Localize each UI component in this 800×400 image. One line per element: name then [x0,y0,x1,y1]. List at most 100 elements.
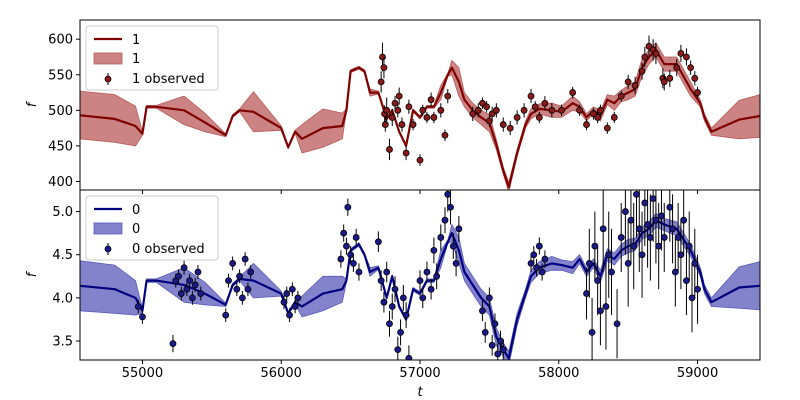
bottom-data-point [485,294,493,302]
bottom-data-point [691,259,699,267]
bottom-y-tick-label: 4.0 [52,291,73,306]
bottom-data-point [191,281,199,289]
bottom-data-point [180,264,188,272]
bottom-data-point [649,195,657,203]
bottom-data-point [399,294,407,302]
bottom-data-point [533,264,540,272]
bottom-data-point [247,268,255,276]
bottom-data-point [441,216,449,224]
bottom-data-point [494,350,502,358]
top-data-point [660,78,668,86]
top-data-point [694,89,701,96]
bottom-data-point [583,290,590,297]
bottom-data-point [427,285,435,293]
bottom-data-point [233,285,241,293]
top-data-point [531,103,539,111]
bottom-data-point [541,255,549,263]
bottom-data-point [139,313,146,321]
bottom-data-point [352,234,360,241]
top-data-point [430,114,438,121]
bottom-data-point [194,268,202,276]
top-data-point [576,106,583,114]
bottom-data-point [423,268,431,276]
top-data-point [395,92,403,100]
bottom-data-point [241,255,249,263]
top-data-point [583,121,590,128]
bottom-data-point [617,234,625,241]
bottom-x-tick-label: 59000 [677,366,718,381]
top-data-point [381,121,389,128]
bottom-data-point [641,199,649,207]
top-data-point [379,53,386,61]
bottom-data-point [660,234,668,241]
bottom-data-point [655,242,663,250]
top-legend-band-swatch [93,52,123,65]
bottom-data-point [479,307,486,315]
top-data-point [423,114,431,121]
bottom-data-point [455,225,463,233]
bottom-data-point [669,225,676,233]
bottom-data-point [646,234,654,241]
bottom-x-tick-label: 56000 [261,366,302,381]
top-legend-box [85,25,219,91]
bottom-data-point [491,320,499,328]
bottom-data-point [499,346,507,354]
top-panel: 400 450 500 550 600 f 1 1 1 observed [25,19,761,194]
bottom-data-point [244,285,252,293]
top-data-point [687,64,695,72]
bottom-data-point [340,229,348,237]
bottom-legend: 0 0 0 observed [85,195,219,261]
top-y-tick-label: 400 [48,175,73,190]
bottom-panel: 55000 56000 57000 58000 59000 3.5 4.0 4.5 5.0 f t 0… [25,189,761,400]
bottom-data-point [183,285,191,293]
bottom-legend-box [85,195,219,261]
bottom-data-point [197,290,205,297]
bottom-legend-label-observed: 0 observed [132,242,205,257]
bottom-data-point [280,298,288,306]
top-y-tick-label: 450 [48,139,73,154]
top-data-point [409,121,417,128]
bottom-plot-area [80,190,760,360]
bottom-data-point [377,277,385,285]
bottom-data-point [189,294,196,302]
top-data-point [597,106,604,114]
bottom-data-point [177,290,185,297]
top-data-point [469,110,477,118]
top-data-point [513,114,521,121]
bottom-data-point [344,203,352,211]
top-data-point [603,124,611,132]
bottom-x-axis-label: t [417,385,423,400]
bottom-data-point [430,247,438,254]
bottom-data-point [416,277,424,285]
bottom-data-point [186,277,194,285]
bottom-data-point [591,242,599,250]
top-data-point [520,106,528,114]
bottom-data-point [694,285,701,293]
top-data-point [427,96,435,104]
bottom-data-point [294,294,302,302]
top-data-point [398,121,406,128]
top-legend-label-band: 1 [132,52,140,67]
bottom-data-point [380,298,388,306]
bottom-data-point [630,242,638,250]
top-data-point [527,92,535,100]
top-data-point [391,99,399,107]
top-data-point [419,106,427,114]
bottom-data-point [527,259,535,267]
bottom-data-point [374,238,382,246]
bottom-legend-band-swatch [93,222,123,235]
top-data-point [652,50,660,57]
top-data-point [641,53,649,61]
top-data-point [673,64,681,72]
bottom-y-tick-label: 5.0 [52,205,73,220]
bottom-data-point [602,303,610,310]
top-data-point [548,106,556,114]
top-data-point [691,74,699,82]
top-data-point [535,114,543,121]
bottom-data-point [388,303,396,310]
bottom-legend-point-swatch [104,245,112,253]
top-y-tick-label: 550 [48,68,73,83]
bottom-data-point [481,328,489,336]
bottom-data-point [175,272,182,280]
